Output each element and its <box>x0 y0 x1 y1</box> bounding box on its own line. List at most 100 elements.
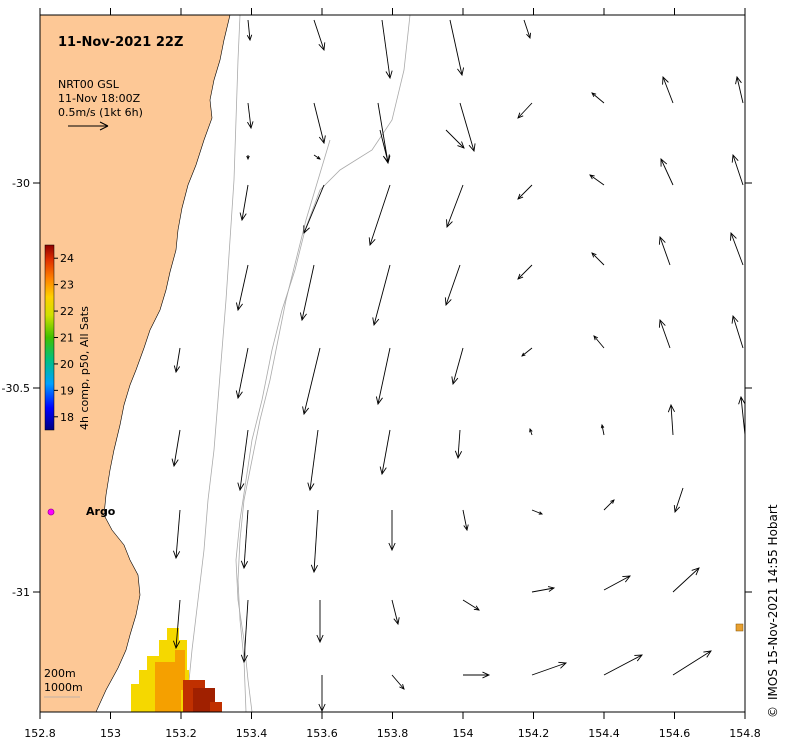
colorbar-tick-label: 19 <box>60 384 74 397</box>
current-vector-head <box>468 143 476 153</box>
current-vectors <box>171 19 746 713</box>
depth-legend-1000m: 1000m <box>44 681 83 694</box>
current-vector-head <box>372 317 380 327</box>
current-vector-head <box>538 511 544 515</box>
current-vector <box>243 599 249 663</box>
current-vector <box>377 347 391 405</box>
current-vector <box>241 184 249 221</box>
current-vector-head <box>379 466 387 476</box>
current-vector <box>659 319 671 349</box>
colorbar-tick-label: 23 <box>60 279 74 292</box>
current-vector-head <box>318 703 326 713</box>
current-vector-head <box>307 482 315 492</box>
current-vector-head <box>299 312 307 322</box>
current-vector <box>381 429 391 475</box>
current-vector-head <box>237 482 245 492</box>
product-line1: NRT00 GSL <box>58 78 120 91</box>
current-vector <box>523 19 531 39</box>
current-vector <box>531 587 555 593</box>
current-vector-head <box>526 32 531 40</box>
current-vector <box>531 509 543 515</box>
current-vector <box>736 76 744 104</box>
depth-legend-200m: 200m <box>44 667 76 680</box>
colorbar-tick-label: 21 <box>60 332 74 345</box>
credit-label: IMOS 15-Nov-2021 14:55 Hobart <box>766 504 780 700</box>
current-vector-head <box>399 684 405 690</box>
current-vector <box>593 335 605 349</box>
current-vector-head <box>662 75 669 85</box>
current-vector <box>373 264 391 326</box>
current-vector-head <box>247 121 254 130</box>
x-tick-label: 153.2 <box>165 727 197 740</box>
current-vector-head <box>610 499 615 504</box>
current-vector <box>243 509 249 569</box>
coastline-land <box>39 14 231 713</box>
x-tick-label: 152.8 <box>24 727 56 740</box>
argo-float-icon <box>47 508 55 516</box>
current-vector-head <box>517 193 524 200</box>
current-vector <box>531 662 567 676</box>
y-tick-label: -30 <box>12 177 30 190</box>
x-tick-label: 154.4 <box>588 727 620 740</box>
colorbar-ticks: 24 23 22 21 20 19 18 <box>54 252 74 424</box>
current-vector <box>301 264 315 321</box>
current-vector-head <box>589 174 595 180</box>
current-vector-head <box>246 34 253 42</box>
current-vector-head <box>673 505 681 514</box>
current-vector <box>391 674 405 690</box>
current-vector <box>589 174 605 186</box>
current-vector-head <box>591 252 597 258</box>
current-vector-head <box>444 297 452 307</box>
current-vector <box>391 599 399 625</box>
current-vector <box>603 499 615 511</box>
current-vector <box>591 252 605 266</box>
y-tick-label: -31 <box>12 586 30 599</box>
product-line2: 11-Nov 18:00Z <box>58 92 141 105</box>
current-vector-head <box>316 634 324 644</box>
current-vector <box>377 102 389 164</box>
current-vector <box>591 92 605 104</box>
current-vector <box>517 102 533 119</box>
current-vector <box>303 347 321 415</box>
current-vector <box>449 19 463 76</box>
current-vector-head <box>235 390 243 400</box>
credit-text: © IMOS 15-Nov-2021 14:55 Hobart <box>766 504 780 718</box>
current-vector <box>173 429 181 467</box>
current-vector-head <box>482 671 491 679</box>
argo-label: Argo <box>86 505 116 518</box>
x-tick-label: 153.4 <box>236 727 268 740</box>
x-tick-label: 154.2 <box>518 727 550 740</box>
depth-contour-1000m-inner <box>237 139 331 713</box>
current-vector-head <box>593 335 599 341</box>
current-vector-head <box>382 154 390 164</box>
y-axis: -30 -30.5 -31 <box>2 177 752 599</box>
x-tick-label: 153.6 <box>306 727 338 740</box>
current-vector-head <box>393 617 400 626</box>
current-vector-head <box>600 423 605 429</box>
current-vector <box>175 509 181 559</box>
current-vector-head <box>703 650 712 658</box>
current-vector <box>672 567 700 593</box>
current-vector-head <box>316 155 321 160</box>
current-vector-head <box>318 135 326 145</box>
current-vector <box>175 599 181 649</box>
current-vector-head <box>173 550 181 560</box>
current-vector-head <box>591 92 597 98</box>
current-vector <box>603 575 631 591</box>
product-line3: 0.5m/s (1kt 6h) <box>58 106 143 119</box>
current-vector-head <box>173 365 181 374</box>
current-vector-head <box>634 654 643 662</box>
depth-contour-200m <box>185 14 241 713</box>
current-vector-head <box>660 158 668 167</box>
y-tick-label: -30.5 <box>2 382 30 395</box>
current-vector-head <box>622 575 631 583</box>
current-vector <box>313 19 325 51</box>
current-vector-head <box>236 302 243 312</box>
current-vector <box>517 184 533 200</box>
current-vector-head <box>454 450 463 460</box>
colorbar-label: 4h comp, p50, All Sats <box>78 306 91 430</box>
current-vector <box>237 264 249 311</box>
colorbar-tick-label: 20 <box>60 358 74 371</box>
current-vector <box>659 236 671 266</box>
